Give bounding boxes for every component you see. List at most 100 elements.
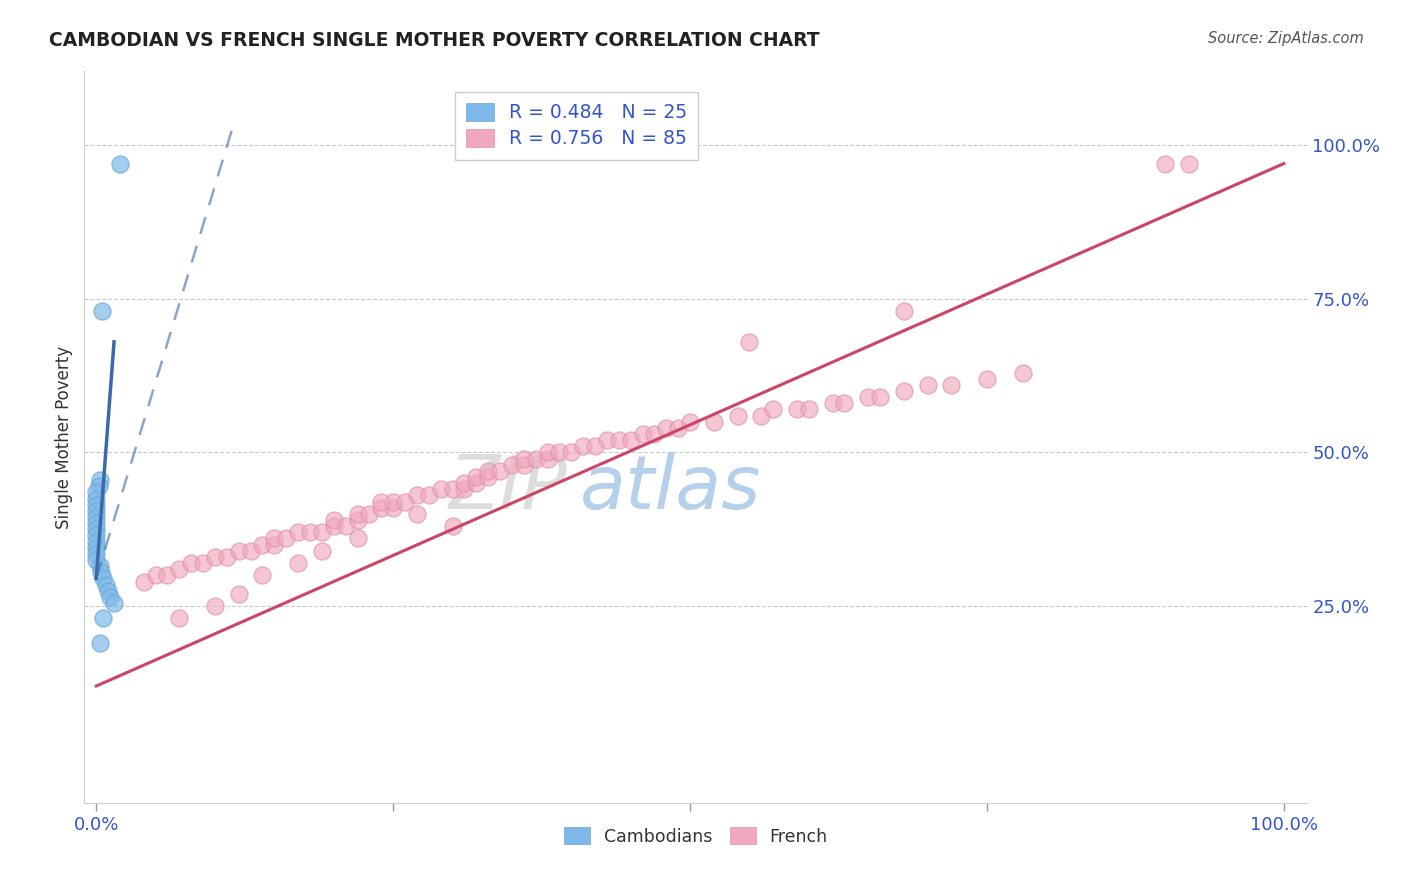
Point (228, 587, 250, 601)
Point (169, 562, 191, 576)
Point (394, 494, 416, 508)
Point (572, 439, 595, 453)
Point (762, 402, 785, 417)
Point (263, 538, 285, 552)
Point (100, 590, 122, 604)
Point (893, 304, 915, 318)
Point (84, 485, 107, 500)
Point (84, 491, 107, 506)
Point (501, 458, 523, 472)
Point (97, 583, 120, 598)
Point (359, 507, 381, 521)
Point (346, 507, 368, 521)
Point (869, 390, 891, 404)
Point (89, 559, 111, 574)
Point (252, 538, 274, 552)
Point (204, 549, 226, 564)
Point (643, 427, 665, 442)
Point (1011, 366, 1033, 380)
Point (215, 549, 238, 564)
Point (727, 409, 749, 423)
Point (655, 421, 678, 435)
Point (90, 566, 112, 580)
Point (145, 568, 167, 582)
Point (679, 415, 702, 429)
Point (84, 510, 107, 524)
Point (84, 504, 107, 518)
Point (856, 390, 879, 404)
Point (84, 522, 107, 536)
Point (441, 519, 464, 533)
Point (89, 473, 111, 487)
Point (180, 556, 202, 570)
Text: CAMBODIAN VS FRENCH SINGLE MOTHER POVERTY CORRELATION CHART: CAMBODIAN VS FRENCH SINGLE MOTHER POVERT… (49, 31, 820, 50)
Point (93, 571, 115, 585)
Point (465, 476, 488, 491)
Point (108, 156, 131, 170)
Point (941, 377, 963, 392)
Point (489, 464, 512, 478)
Point (276, 532, 298, 546)
Point (103, 596, 125, 610)
Point (311, 525, 333, 540)
Point (1154, 156, 1177, 170)
Point (191, 556, 214, 570)
Point (228, 543, 250, 558)
Text: atlas: atlas (579, 452, 761, 524)
Point (976, 372, 998, 386)
Point (583, 439, 606, 453)
Point (169, 611, 191, 625)
Point (346, 513, 368, 527)
Point (89, 636, 111, 650)
Point (477, 470, 499, 484)
Point (620, 433, 643, 447)
Point (631, 427, 654, 442)
Point (524, 451, 547, 466)
Point (382, 500, 405, 515)
Point (596, 433, 619, 447)
Point (239, 543, 262, 558)
Text: ZIP: ZIP (449, 452, 568, 524)
Point (84, 516, 107, 530)
Point (84, 553, 107, 567)
Point (406, 507, 429, 521)
Point (429, 483, 451, 497)
Point (87, 479, 110, 493)
Point (382, 494, 405, 508)
Point (917, 377, 939, 392)
Point (738, 334, 761, 349)
Point (453, 476, 475, 491)
Point (441, 483, 464, 497)
Y-axis label: Single Mother Poverty: Single Mother Poverty (55, 345, 73, 529)
Point (786, 402, 808, 417)
Point (797, 402, 820, 417)
Point (335, 519, 357, 533)
Point (370, 500, 392, 515)
Point (252, 568, 274, 582)
Point (287, 556, 309, 570)
Point (84, 534, 107, 549)
Point (560, 445, 582, 459)
Point (346, 532, 368, 546)
Point (370, 494, 392, 508)
Point (465, 470, 488, 484)
Legend: Cambodians, French: Cambodians, French (557, 821, 835, 853)
Point (1178, 156, 1201, 170)
Point (94, 577, 117, 591)
Point (84, 541, 107, 555)
Point (513, 451, 536, 466)
Point (298, 525, 321, 540)
Point (84, 528, 107, 542)
Point (311, 543, 333, 558)
Point (322, 513, 344, 527)
Point (536, 451, 558, 466)
Point (287, 525, 309, 540)
Point (477, 464, 499, 478)
Point (93, 611, 115, 625)
Point (91, 304, 114, 318)
Point (418, 488, 440, 502)
Point (834, 396, 856, 410)
Point (132, 574, 155, 589)
Point (204, 599, 226, 613)
Point (156, 568, 179, 582)
